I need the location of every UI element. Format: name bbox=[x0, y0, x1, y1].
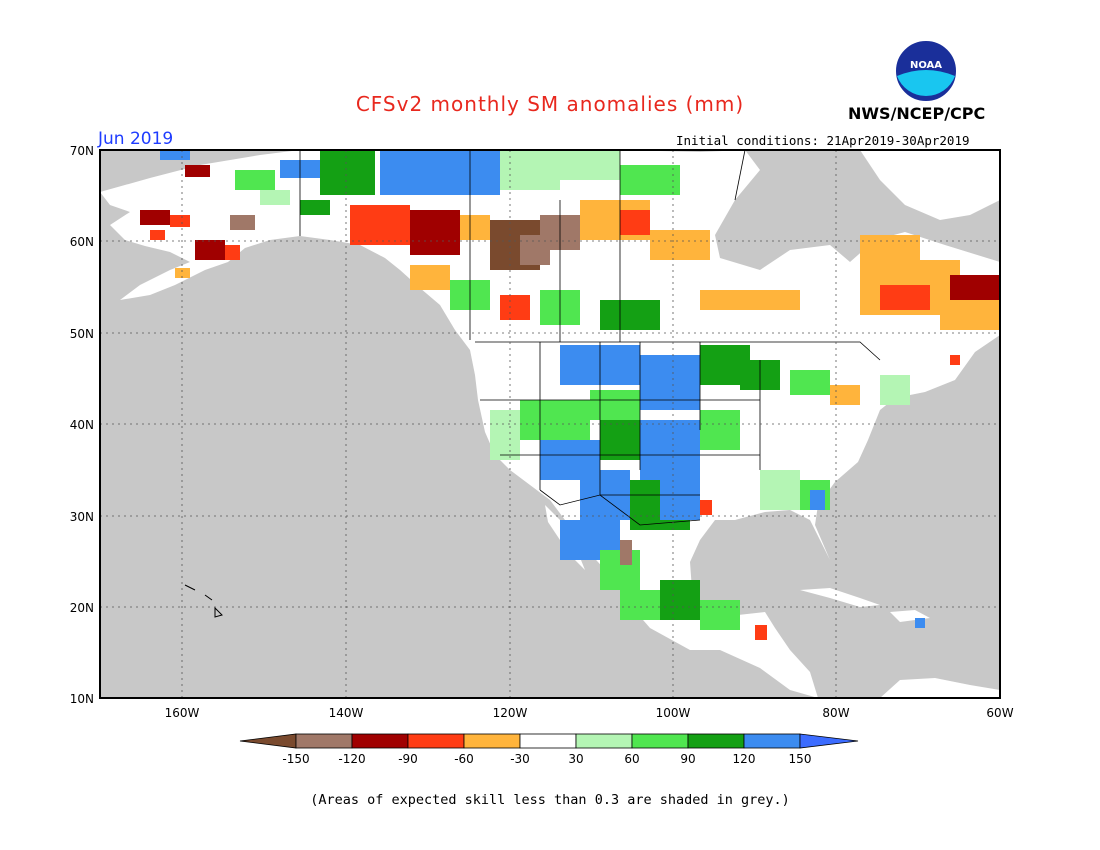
legend-tick: -150 bbox=[282, 752, 309, 766]
lat-label: 60N bbox=[70, 235, 94, 249]
lat-label: 40N bbox=[70, 418, 94, 432]
legend-swatch bbox=[575, 733, 633, 749]
legend-swatch bbox=[351, 733, 409, 749]
legend-swatch bbox=[631, 733, 689, 749]
lat-label: 50N bbox=[70, 327, 94, 341]
land-south-america bbox=[880, 678, 1000, 698]
legend-tick: 60 bbox=[624, 752, 639, 766]
color-legend: -150 -120 -90 -60 -30 30 60 90 120 150 bbox=[239, 733, 859, 766]
anomaly-shading bbox=[140, 150, 1000, 640]
lat-label: 20N bbox=[70, 601, 94, 615]
agency-label: NWS/NCEP/CPC bbox=[848, 104, 986, 123]
land-cuba bbox=[800, 588, 880, 607]
lon-label: 160W bbox=[165, 706, 200, 720]
forecast-month: Jun 2019 bbox=[98, 129, 174, 149]
legend-swatch bbox=[743, 733, 801, 749]
political-borders bbox=[299, 149, 881, 526]
lat-label: 30N bbox=[70, 510, 94, 524]
lon-label: 60W bbox=[986, 706, 1013, 720]
legend-swatch bbox=[407, 733, 465, 749]
graticule bbox=[100, 150, 1000, 698]
lon-label: 100W bbox=[656, 706, 691, 720]
legend-tick: -30 bbox=[510, 752, 530, 766]
legend-tick: 120 bbox=[733, 752, 756, 766]
noaa-logo: NOAA bbox=[894, 39, 958, 103]
map-frame bbox=[99, 149, 1001, 699]
legend-arrow-low bbox=[239, 733, 297, 749]
legend-swatch bbox=[519, 733, 577, 749]
legend-tick: -60 bbox=[454, 752, 474, 766]
legend-arrow-high bbox=[799, 733, 859, 749]
legend-tick: 150 bbox=[789, 752, 812, 766]
lon-label: 120W bbox=[493, 706, 528, 720]
map-panel: 70N 60N 50N 40N 30N 20N 10N 160W 140W 12… bbox=[70, 144, 1014, 720]
map-title: CFSv2 monthly SM anomalies (mm) bbox=[355, 92, 745, 116]
lon-label: 80W bbox=[822, 706, 849, 720]
legend-swatch bbox=[463, 733, 521, 749]
lat-label: 10N bbox=[70, 692, 94, 706]
initial-conditions: Initial conditions: 21Apr2019-30Apr2019 bbox=[676, 133, 970, 148]
land-greenland bbox=[860, 150, 1000, 220]
lon-label: 140W bbox=[329, 706, 364, 720]
legend-tick: 90 bbox=[680, 752, 695, 766]
skill-footnote: (Areas of expected skill less than 0.3 a… bbox=[310, 792, 790, 808]
legend-swatch bbox=[687, 733, 745, 749]
land-hawaii bbox=[184, 584, 223, 618]
legend-tick: -90 bbox=[398, 752, 418, 766]
legend-tick: -120 bbox=[338, 752, 365, 766]
logo-text: NOAA bbox=[910, 60, 942, 71]
lat-label: 70N bbox=[70, 144, 94, 158]
legend-swatch bbox=[295, 733, 353, 749]
legend-tick: 30 bbox=[568, 752, 583, 766]
